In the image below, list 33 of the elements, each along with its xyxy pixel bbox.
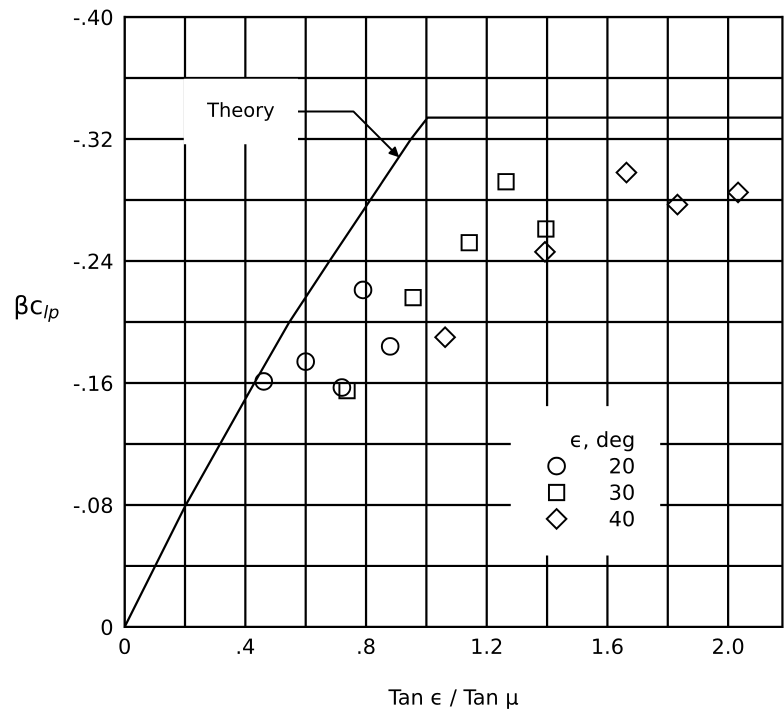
y-tick-label: 0 bbox=[102, 619, 112, 636]
x-tick-label: .4 bbox=[238, 638, 254, 654]
legend-label: 40 bbox=[610, 510, 634, 526]
x-tick-label: 1.6 bbox=[593, 638, 623, 654]
y-axis-title: βc$_{lp}$ bbox=[16, 294, 59, 322]
annotation: Theory bbox=[207, 102, 274, 121]
y-tick-label: -.24 bbox=[74, 253, 112, 269]
point bbox=[354, 280, 372, 300]
y-tick-label: -.40 bbox=[74, 9, 112, 26]
point bbox=[404, 288, 422, 306]
point bbox=[537, 220, 554, 238]
point bbox=[460, 234, 478, 252]
point bbox=[296, 352, 316, 371]
y-tick-label: -.32 bbox=[74, 131, 112, 148]
point bbox=[380, 337, 400, 356]
point bbox=[727, 182, 749, 204]
point bbox=[254, 372, 274, 391]
point bbox=[434, 326, 456, 348]
point bbox=[666, 194, 688, 216]
x-tick-label: 2.0 bbox=[713, 638, 744, 654]
legend-label: 30 bbox=[610, 484, 634, 500]
y-tick-label: -.16 bbox=[74, 375, 112, 392]
x-tick-label: .8 bbox=[358, 638, 375, 654]
point bbox=[332, 378, 352, 397]
point bbox=[616, 162, 638, 184]
legend-label: 20 bbox=[610, 458, 634, 474]
point bbox=[534, 241, 556, 263]
point bbox=[497, 173, 515, 190]
x-axis-title: Tan ϵ / Tan μ bbox=[388, 689, 518, 709]
y-tick-label: -.08 bbox=[74, 497, 112, 514]
x-tick-label: 1.2 bbox=[472, 638, 502, 654]
legend-title: ϵ, deg bbox=[571, 431, 634, 452]
x-tick-label: 0 bbox=[119, 638, 130, 654]
